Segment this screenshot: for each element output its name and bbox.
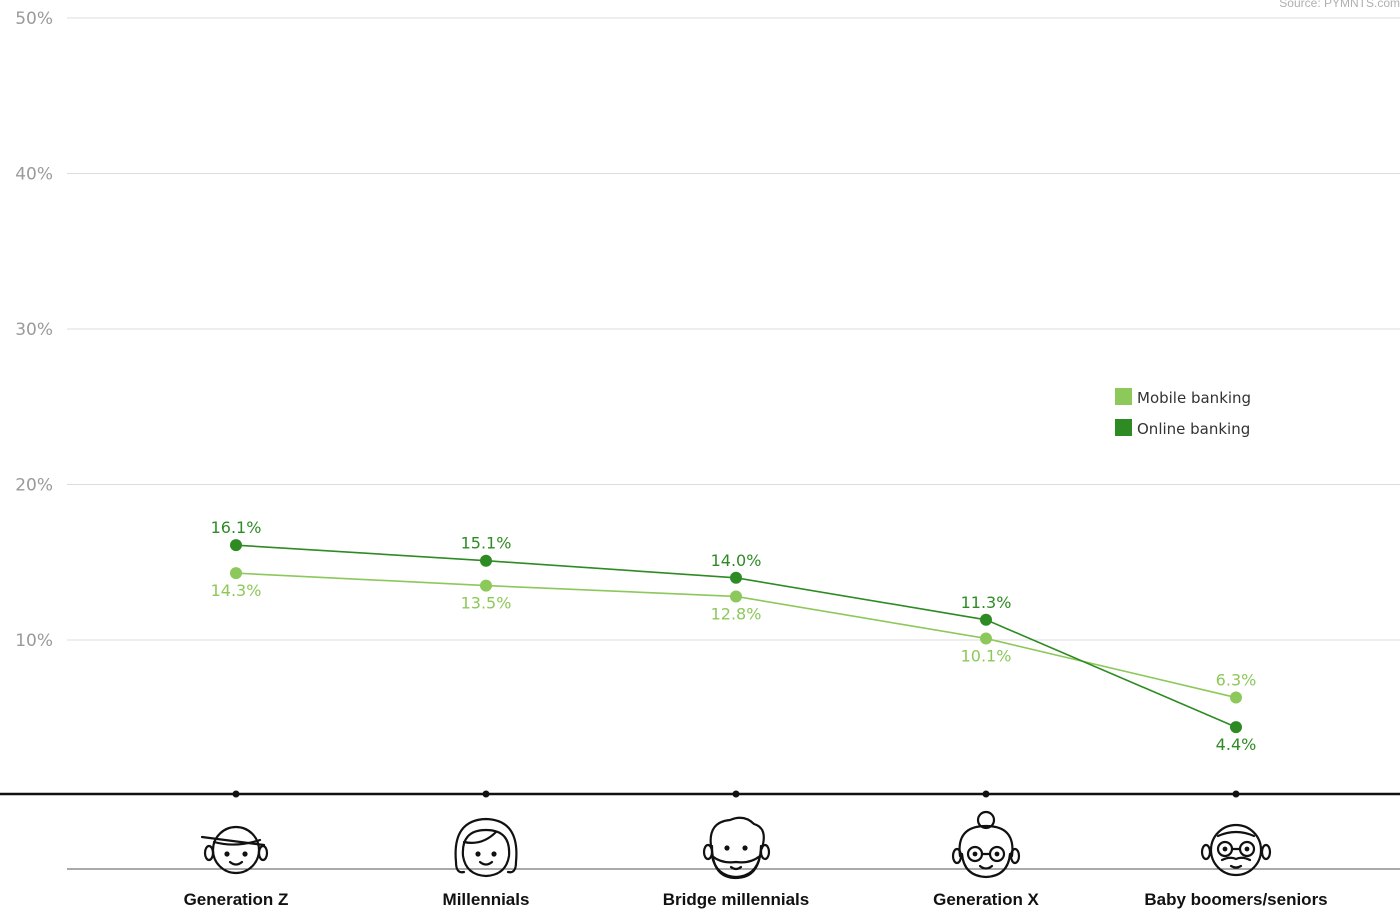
x-axis-tick-dots	[232, 790, 1240, 798]
data-label: 4.4%	[1216, 735, 1257, 754]
y-axis-ticks: 10% 20% 30% 40% 50%	[15, 9, 53, 651]
data-point	[1230, 721, 1242, 734]
data-label: 11.3%	[961, 593, 1012, 612]
data-label: 14.0%	[711, 551, 762, 570]
data-label: 16.1%	[211, 518, 262, 537]
data-point	[980, 613, 992, 626]
data-point	[480, 554, 492, 567]
y-tick-label: 20%	[15, 476, 53, 496]
y-tick-label: 30%	[15, 320, 53, 340]
category-label: Generation Z	[184, 890, 289, 909]
data-label: 14.3%	[211, 581, 262, 600]
x-axis-tick-dot	[982, 790, 990, 798]
category-label: Millennials	[443, 890, 530, 909]
y-tick-label: 40%	[15, 165, 53, 185]
boomer-face-icon	[1200, 823, 1272, 877]
source-note: Source: PYMNTS.com	[1279, 0, 1400, 10]
data-label: 6.3%	[1216, 671, 1257, 690]
data-point	[1230, 691, 1242, 704]
gen-x-face-icon	[951, 810, 1021, 879]
x-axis-tick-dot	[232, 790, 240, 798]
data-point	[980, 632, 992, 645]
category-label: Generation X	[933, 890, 1039, 909]
x-axis-tick-dot	[1232, 790, 1240, 798]
legend-swatch-mobile	[1115, 388, 1132, 405]
data-label: 10.1%	[961, 646, 1012, 665]
bridge-millennial-face-icon	[702, 816, 771, 880]
data-point	[230, 539, 242, 552]
category-label: Bridge millennials	[663, 890, 809, 909]
category-label: Baby boomers/seniors	[1144, 890, 1327, 909]
data-label: 13.5%	[461, 594, 512, 613]
legend-swatch-online	[1115, 419, 1132, 436]
data-points	[230, 539, 1242, 734]
y-tick-label: 10%	[15, 631, 53, 651]
gen-z-face-icon	[200, 825, 269, 875]
x-axis-tick-dot	[732, 790, 740, 798]
data-labels: 14.3% 13.5% 12.8% 10.1% 6.3% 16.1% 15.1% 14.0% 1…	[211, 518, 1257, 754]
x-axis-tick-dot	[482, 790, 490, 798]
data-point	[230, 567, 242, 580]
legend-label-online: Online banking	[1137, 420, 1250, 438]
data-point	[480, 579, 492, 592]
data-point	[730, 571, 742, 584]
grid-lines	[67, 17, 1400, 641]
legend-label-mobile: Mobile banking	[1137, 389, 1251, 407]
data-label: 12.8%	[711, 604, 762, 623]
millennial-face-icon	[454, 817, 518, 878]
legend: Mobile banking Online banking	[1115, 388, 1251, 438]
data-label: 15.1%	[461, 534, 512, 553]
data-point	[730, 590, 742, 603]
category-labels: Generation Z Millennials Bridge millennial…	[184, 890, 1328, 909]
y-tick-label: 50%	[15, 9, 53, 29]
